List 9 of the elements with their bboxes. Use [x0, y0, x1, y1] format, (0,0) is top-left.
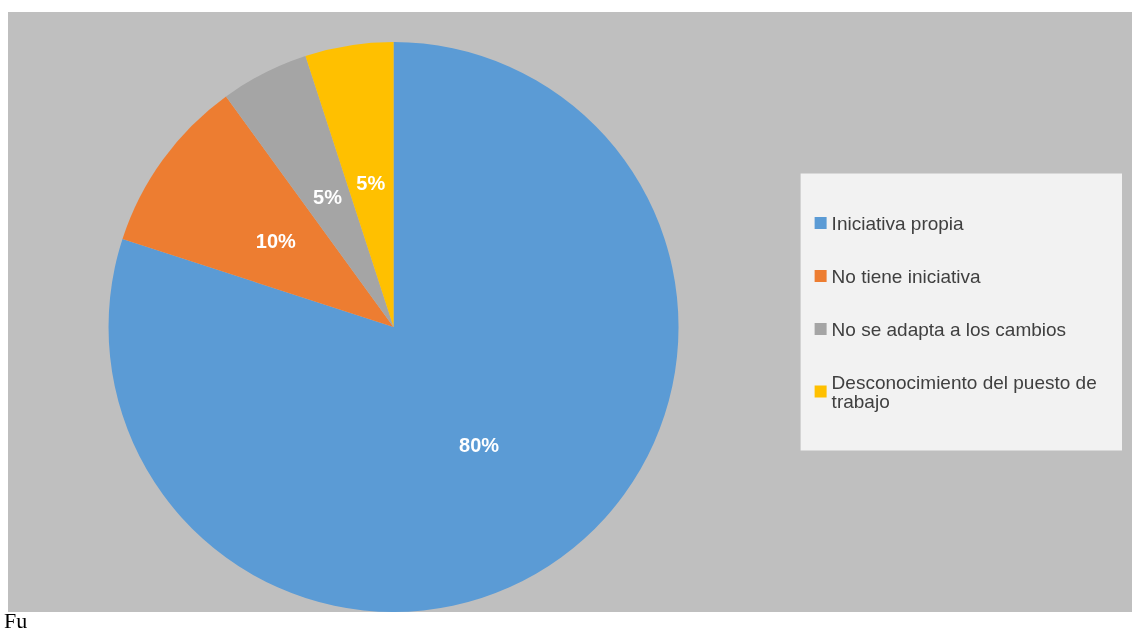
data-label: 5% [356, 172, 386, 195]
legend-label: No tiene iniciativa [831, 265, 981, 287]
legend-label: Iniciativa propia [831, 212, 965, 234]
data-label: 80% [459, 433, 500, 456]
data-label: 10% [255, 230, 297, 253]
legend-label: No se adapta a los cambios [831, 318, 1067, 340]
text: Fu [4, 608, 28, 634]
data-label: 5% [313, 186, 343, 209]
legend-label: Desconocimiento del puesto de trabajo [831, 371, 1102, 412]
